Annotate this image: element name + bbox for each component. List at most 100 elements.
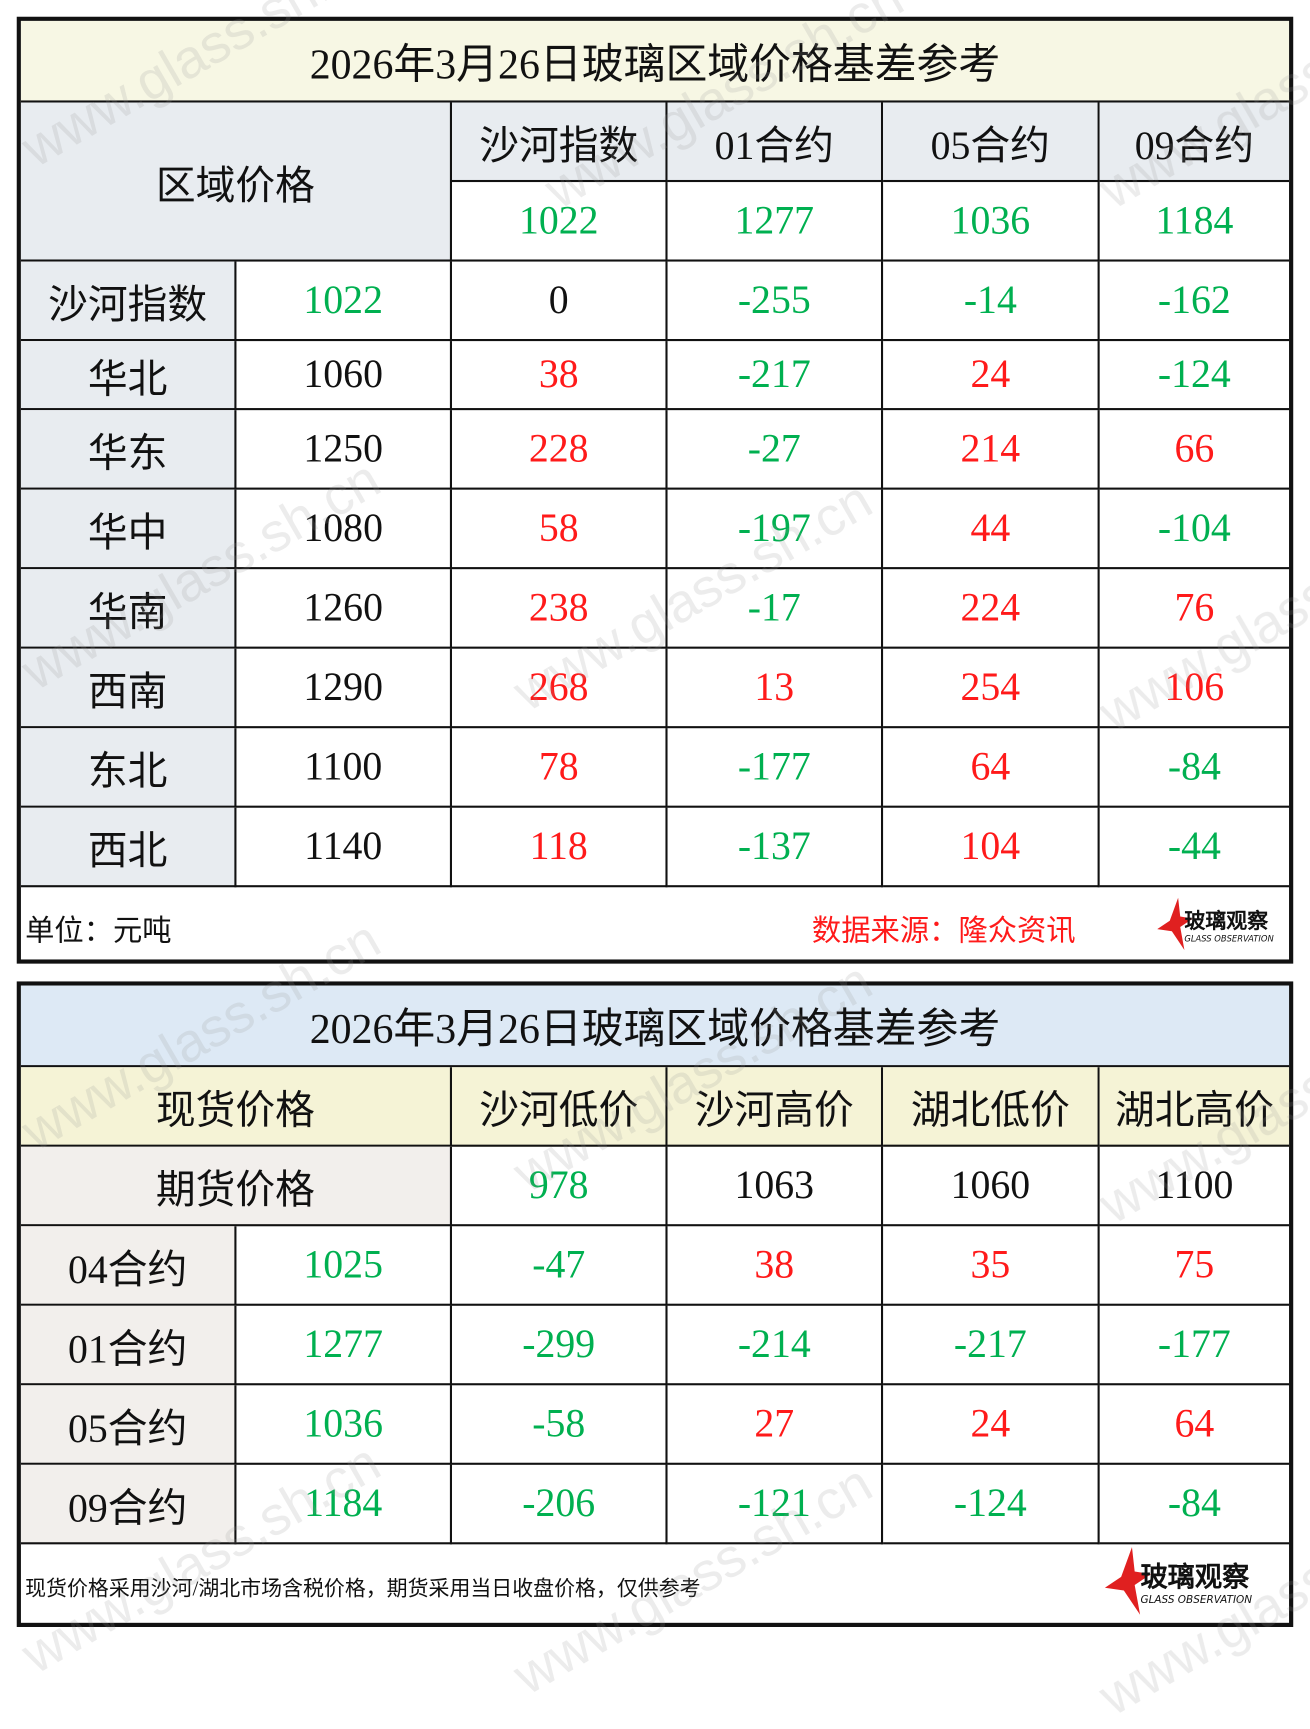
logo-text-cn: 玻璃观察 <box>1140 1562 1250 1594</box>
futures-basis-table: 2026年3月26日玻璃区域价格基差参考 现货价格 沙河低价 沙河高价 湖北低价 湖北高… <box>16 981 1294 1627</box>
basis-cell: 214 <box>883 410 1100 490</box>
row-region: 华东 <box>20 410 237 490</box>
unit-label: 单位：元吨 <box>25 915 172 948</box>
basis-cell: -217 <box>667 341 884 411</box>
basis-cell: 58 <box>452 489 668 570</box>
row-region: 沙河指数 <box>20 261 237 342</box>
basis-cell: 24 <box>883 341 1100 411</box>
row-region: 华中 <box>20 489 237 570</box>
column-header: 01合约 <box>667 102 884 183</box>
corner-header: 区域价格 <box>20 102 453 262</box>
basis-cell: -124 <box>883 1464 1100 1545</box>
column-price: 1277 <box>667 182 884 262</box>
basis-cell: 13 <box>667 648 884 729</box>
basis-cell: 75 <box>1099 1226 1290 1306</box>
corner-header: 现货价格 <box>20 1067 453 1147</box>
row-contract: 09合约 <box>20 1464 237 1545</box>
glass-observation-logo: 玻璃观察 GLASS OBSERVATION <box>1104 1546 1253 1615</box>
basis-cell: 64 <box>883 728 1100 808</box>
row-price: 1260 <box>236 569 453 649</box>
row-region: 东北 <box>20 728 237 808</box>
row-price: 1140 <box>236 807 453 888</box>
region-basis-table: 2026年3月26日玻璃区域价格基差参考 区域价格 沙河指数 01合约 05合约 09合… <box>16 16 1294 964</box>
logo-text-en: GLASS OBSERVATION <box>1184 934 1274 944</box>
table-footer: 单位：元吨 数据来源：隆众资讯 玻璃观察 GLASS OBSERVATION <box>21 887 1289 964</box>
basis-cell: 238 <box>452 569 668 649</box>
table-footer: 现货价格采用沙河/湖北市场含税价格，期货采用当日收盘价格，仅供参考 玻璃观察 G… <box>21 1544 1289 1624</box>
row-price: 1025 <box>236 1226 453 1306</box>
basis-cell: -214 <box>667 1305 884 1386</box>
basis-cell: -217 <box>883 1305 1100 1386</box>
row-price: 1290 <box>236 648 453 729</box>
basis-cell: 38 <box>667 1226 884 1306</box>
basis-cell: 44 <box>883 489 1100 570</box>
basis-cell: 64 <box>1099 1385 1290 1465</box>
basis-cell: -44 <box>1099 808 1290 888</box>
logo-text-en: GLASS OBSERVATION <box>1140 1594 1253 1607</box>
row-contract: 04合约 <box>20 1226 237 1306</box>
row-region: 华北 <box>20 341 237 411</box>
basis-cell: 106 <box>1099 649 1290 729</box>
column-price: 978 <box>452 1146 668 1227</box>
column-price: 1060 <box>883 1146 1100 1227</box>
column-header: 湖北低价 <box>883 1067 1100 1147</box>
source-label: 数据来源：隆众资讯 <box>811 915 1076 948</box>
basis-cell: 0 <box>452 261 668 342</box>
note-label: 现货价格采用沙河/湖北市场含税价格，期货采用当日收盘价格，仅供参考 <box>25 1577 701 1601</box>
basis-cell: -177 <box>667 728 884 808</box>
basis-cell: 76 <box>1099 569 1290 649</box>
table-title: 2026年3月26日玻璃区域价格基差参考 <box>20 20 1290 103</box>
table-grid: 区域价格 沙河指数 01合约 05合约 09合约 1022 1277 1036 1184 沙河指数… <box>20 102 1290 888</box>
row-price: 1080 <box>236 489 453 570</box>
row-region: 华南 <box>20 569 237 649</box>
basis-cell: -58 <box>452 1385 668 1465</box>
column-price: 1100 <box>1099 1147 1290 1227</box>
basis-cell: -299 <box>452 1305 668 1386</box>
glass-observation-logo: 玻璃观察 GLASS OBSERVATION <box>1157 897 1274 951</box>
basis-cell: 35 <box>883 1226 1100 1306</box>
basis-cell: 224 <box>883 569 1100 649</box>
basis-cell: -104 <box>1099 490 1290 570</box>
basis-cell: 66 <box>1099 410 1290 490</box>
table-grid: 现货价格 沙河低价 沙河高价 湖北低价 湖北高价 期货价格 978 1063 1060 1100 0… <box>20 1067 1290 1545</box>
basis-cell: 104 <box>883 807 1100 888</box>
basis-cell: -47 <box>452 1226 668 1306</box>
basis-cell: 27 <box>667 1385 884 1465</box>
row-price: 1100 <box>236 728 453 808</box>
basis-cell: -27 <box>667 410 884 490</box>
column-header: 沙河低价 <box>452 1067 668 1147</box>
column-price: 1184 <box>1099 182 1290 262</box>
row-region: 西南 <box>20 648 237 729</box>
basis-cell: -121 <box>667 1464 884 1545</box>
basis-cell: -17 <box>667 569 884 649</box>
basis-cell: 118 <box>452 807 668 888</box>
basis-cell: 254 <box>883 648 1100 729</box>
row-region: 西北 <box>20 807 237 888</box>
column-header: 沙河高价 <box>667 1067 884 1147</box>
basis-cell: -84 <box>1099 1465 1290 1545</box>
basis-cell: -162 <box>1099 262 1290 342</box>
basis-cell: 24 <box>883 1385 1100 1465</box>
basis-cell: -206 <box>452 1464 668 1545</box>
basis-cell: -14 <box>883 261 1100 342</box>
table-title: 2026年3月26日玻璃区域价格基差参考 <box>20 985 1290 1068</box>
basis-cell: 38 <box>452 341 668 411</box>
basis-cell: -197 <box>667 489 884 570</box>
logo-text-cn: 玻璃观察 <box>1184 908 1269 934</box>
basis-cell: -84 <box>1099 728 1290 808</box>
row-contract: 01合约 <box>20 1305 237 1386</box>
row-price: 1036 <box>236 1385 453 1465</box>
row-price: 1022 <box>236 261 453 342</box>
column-header: 05合约 <box>883 102 1100 183</box>
column-header: 湖北高价 <box>1099 1067 1290 1147</box>
red-star-icon <box>1157 897 1193 951</box>
column-price: 1063 <box>667 1146 884 1227</box>
column-price: 1022 <box>452 182 668 262</box>
column-header: 沙河指数 <box>452 102 668 183</box>
row-price: 1277 <box>236 1305 453 1386</box>
basis-cell: -177 <box>1099 1306 1290 1386</box>
basis-cell: -124 <box>1099 341 1290 411</box>
basis-cell: 78 <box>452 728 668 808</box>
red-star-icon <box>1104 1547 1151 1615</box>
row-price: 1250 <box>236 410 453 490</box>
